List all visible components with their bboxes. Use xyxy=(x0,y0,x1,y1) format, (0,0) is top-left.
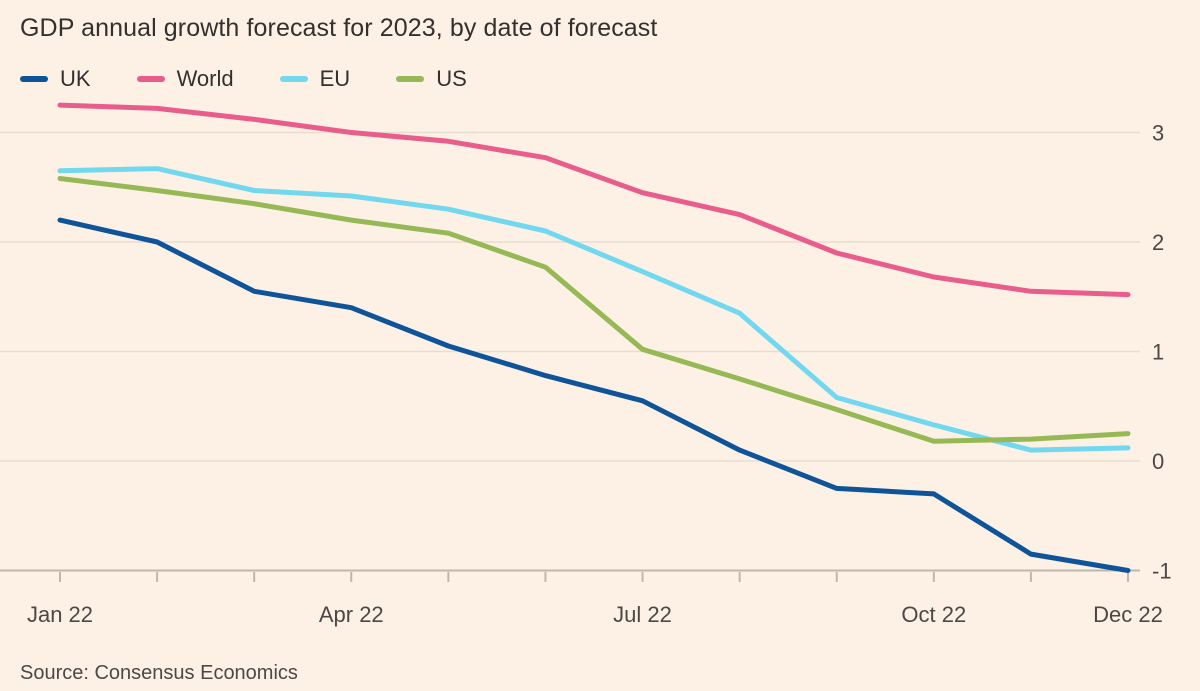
chart-legend: UK World EU US xyxy=(20,66,513,92)
series-line-uk xyxy=(57,217,1131,573)
x-tick-label: Jan 22 xyxy=(27,602,93,627)
legend-swatch-uk xyxy=(20,76,48,82)
legend-label-eu: EU xyxy=(319,66,351,91)
legend-item-eu: EU xyxy=(279,66,351,92)
legend-swatch-world xyxy=(136,76,165,82)
legend-swatch-us xyxy=(396,76,425,82)
legend-swatch-eu xyxy=(279,76,308,82)
legend-item-us: US xyxy=(396,66,467,92)
chart-title: GDP annual growth forecast for 2023, by … xyxy=(20,14,658,42)
legend-item-uk: UK xyxy=(20,66,91,92)
chart-source: Source: Consensus Economics xyxy=(20,662,298,684)
x-tick-label: Dec 22 xyxy=(1093,602,1163,627)
y-tick-label: 0 xyxy=(1152,449,1164,474)
legend-label-us: US xyxy=(436,66,467,91)
x-tick-label: Apr 22 xyxy=(319,602,384,627)
y-tick-label: 1 xyxy=(1152,340,1164,365)
y-tick-label: -1 xyxy=(1152,559,1172,584)
x-tick-label: Oct 22 xyxy=(901,602,966,627)
y-tick-label: 3 xyxy=(1152,121,1164,146)
legend-item-world: World xyxy=(136,66,234,92)
x-tick-label: Jul 22 xyxy=(613,602,672,627)
series-line-us xyxy=(57,176,1131,444)
series-line-world xyxy=(57,102,1131,298)
series-line-eu xyxy=(57,166,1131,453)
legend-label-world: World xyxy=(176,66,234,91)
legend-label-uk: UK xyxy=(60,66,91,91)
y-tick-label: 2 xyxy=(1152,230,1164,255)
